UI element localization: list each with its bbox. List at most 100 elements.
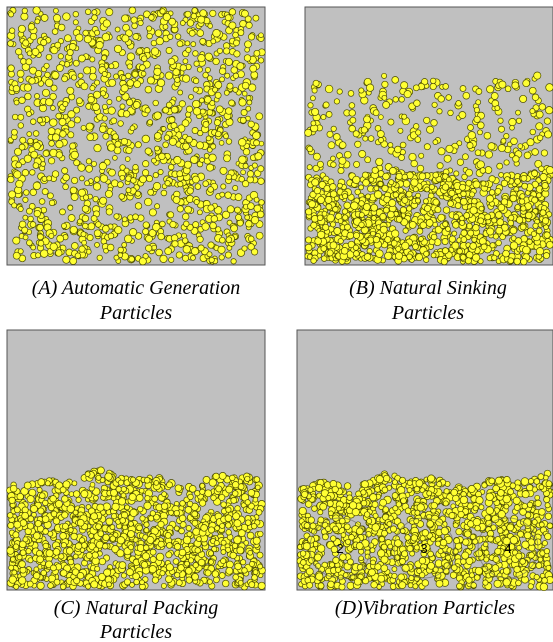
- particle: [317, 196, 324, 203]
- particle: [148, 120, 153, 125]
- particle: [361, 127, 367, 133]
- particle: [532, 170, 538, 176]
- particle: [27, 132, 32, 137]
- particle: [409, 221, 416, 228]
- particle: [111, 118, 117, 124]
- particle: [66, 548, 73, 555]
- particle: [114, 255, 119, 260]
- particle: [258, 178, 265, 185]
- particle: [28, 516, 34, 522]
- particle: [182, 213, 189, 220]
- particle: [487, 86, 494, 93]
- particle: [73, 554, 78, 559]
- particle: [122, 242, 127, 247]
- particle: [359, 212, 364, 217]
- particle: [540, 173, 547, 180]
- particle: [343, 215, 348, 220]
- particle: [237, 220, 243, 226]
- particle: [27, 523, 33, 529]
- particle: [162, 492, 167, 497]
- particle: [327, 131, 333, 137]
- particle: [209, 560, 214, 565]
- particle: [411, 179, 418, 186]
- particle: [416, 254, 423, 261]
- particle: [450, 572, 456, 578]
- particle: [204, 153, 209, 158]
- particle: [214, 540, 219, 545]
- particle: [145, 496, 150, 501]
- particle: [337, 89, 342, 94]
- particle: [249, 84, 256, 91]
- particle: [81, 83, 88, 90]
- particle: [78, 73, 83, 78]
- particle: [330, 191, 337, 198]
- particle: [510, 195, 517, 202]
- particle: [244, 55, 251, 62]
- particle: [354, 251, 360, 257]
- particle: [192, 520, 198, 526]
- particle: [115, 226, 122, 233]
- particle: [116, 96, 121, 101]
- particle: [79, 538, 84, 543]
- particle: [416, 130, 421, 135]
- particle: [240, 117, 246, 123]
- particle: [193, 87, 198, 92]
- particle: [472, 254, 479, 261]
- particle: [184, 161, 191, 168]
- particle: [389, 200, 396, 207]
- particle: [106, 9, 113, 16]
- particle: [30, 170, 36, 176]
- particle: [305, 244, 312, 251]
- particle: [227, 206, 234, 213]
- particle: [248, 236, 254, 242]
- particle: [311, 222, 317, 228]
- particle: [104, 569, 111, 576]
- particle: [118, 480, 123, 485]
- particle: [327, 214, 335, 222]
- particle: [102, 544, 108, 550]
- particle: [206, 136, 211, 141]
- particle: [541, 150, 547, 156]
- particle: [433, 172, 439, 178]
- particle: [176, 252, 182, 258]
- particle: [543, 253, 549, 259]
- particle: [431, 234, 437, 240]
- particle: [210, 222, 217, 229]
- particle: [242, 246, 247, 251]
- particle: [62, 512, 68, 518]
- particle: [17, 70, 24, 77]
- particle: [187, 188, 193, 194]
- particle: [403, 180, 410, 187]
- particle: [246, 96, 251, 101]
- particle: [147, 536, 154, 543]
- particle: [312, 179, 319, 186]
- particle: [120, 518, 126, 524]
- particle: [174, 127, 179, 132]
- particle: [158, 233, 165, 240]
- particle: [77, 519, 84, 526]
- particle: [48, 158, 54, 164]
- particle: [136, 494, 143, 501]
- particle: [385, 237, 391, 243]
- particle: [485, 151, 492, 158]
- particle: [479, 238, 486, 245]
- particle: [109, 64, 114, 69]
- particle: [211, 216, 218, 223]
- particle: [27, 496, 34, 503]
- particle: [220, 167, 227, 174]
- particle: [380, 213, 386, 219]
- particle: [467, 142, 473, 148]
- particle: [225, 73, 230, 78]
- particle: [433, 199, 439, 205]
- particle: [37, 556, 44, 563]
- particle: [50, 243, 57, 250]
- particle: [219, 472, 226, 479]
- particle: [231, 259, 236, 264]
- particle: [250, 65, 257, 72]
- particle: [94, 144, 101, 151]
- particle: [495, 106, 500, 111]
- particle: [544, 497, 550, 503]
- particle: [345, 224, 351, 230]
- particle: [35, 520, 41, 526]
- particle: [498, 145, 505, 152]
